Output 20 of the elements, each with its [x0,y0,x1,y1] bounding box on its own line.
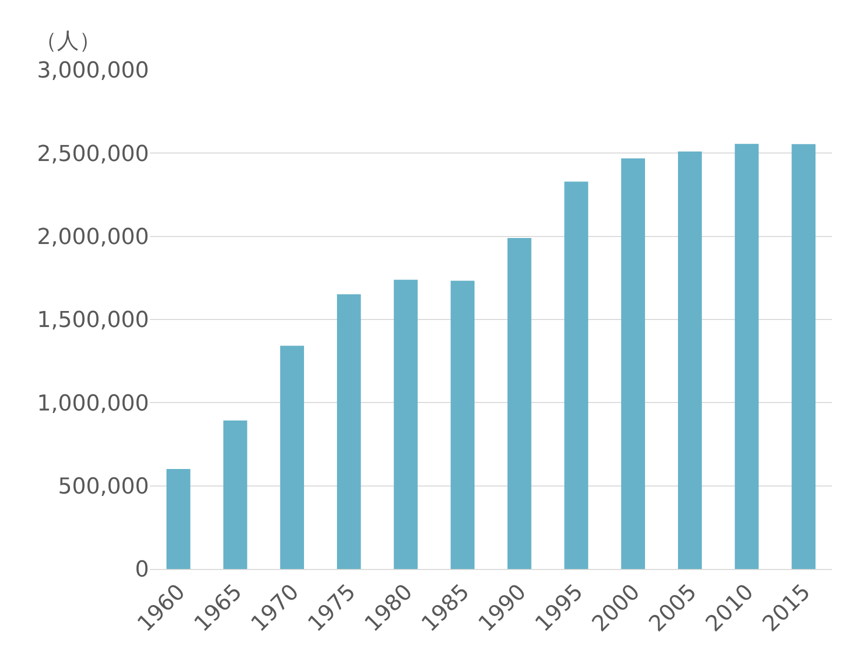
y-tick-label: 2,500,000 [37,142,149,167]
y-tick-label: 0 [135,558,149,583]
y-axis-title: （人） [35,29,101,54]
bar [166,469,190,569]
bar [734,144,759,569]
bar [564,182,588,569]
bar [621,158,646,569]
y-tick-label: 1,500,000 [37,308,149,334]
y-tick-label: 3,000,000 [37,58,149,84]
bar [223,420,248,569]
bar [336,294,361,569]
y-tick-label: 500,000 [58,474,149,500]
y-tick-label: 1,000,000 [37,391,149,416]
bar [678,152,702,569]
bar [792,144,816,569]
bar [507,238,532,569]
bar [450,280,475,569]
bar [280,346,304,569]
y-tick-label: 2,000,000 [37,225,149,250]
bar [394,280,418,569]
